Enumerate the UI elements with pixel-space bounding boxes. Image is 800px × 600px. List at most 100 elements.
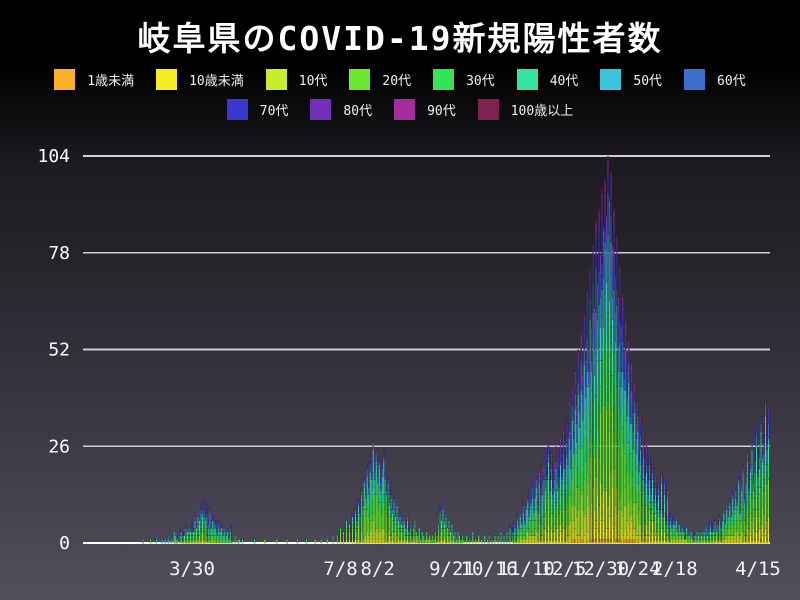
bar	[384, 472, 386, 544]
bar	[720, 524, 722, 544]
bar	[365, 490, 367, 544]
legend-item[interactable]: 90代	[394, 99, 456, 120]
bar	[675, 516, 678, 544]
bar	[650, 479, 652, 544]
bar	[645, 442, 648, 544]
bar	[188, 527, 190, 544]
bar	[415, 531, 418, 544]
bar	[715, 527, 718, 544]
bar	[733, 505, 736, 544]
bar	[342, 531, 345, 544]
bar	[630, 364, 633, 544]
bar	[751, 438, 753, 544]
bar	[204, 509, 207, 544]
legend-item[interactable]: 40代	[516, 69, 578, 90]
legend-item[interactable]: 10代	[265, 69, 327, 90]
bar	[414, 520, 416, 544]
bar	[225, 535, 227, 544]
bar	[173, 531, 176, 544]
bar	[570, 431, 572, 544]
bar	[320, 539, 323, 544]
legend-swatch	[684, 69, 706, 90]
bar	[471, 531, 474, 544]
bar	[534, 486, 536, 544]
bar	[396, 501, 398, 544]
bar	[550, 453, 553, 544]
bar	[440, 516, 443, 544]
bar	[657, 483, 660, 544]
bar	[142, 539, 144, 544]
bar	[694, 535, 697, 544]
legend-item[interactable]: 30代	[433, 69, 495, 90]
bar	[427, 539, 430, 544]
bar	[571, 386, 574, 544]
y-tick-label: 0	[59, 533, 70, 554]
bar	[217, 520, 220, 544]
bar	[179, 527, 181, 544]
y-tick-label: 52	[48, 340, 70, 361]
bar	[730, 513, 733, 544]
bar	[712, 524, 715, 544]
bar	[213, 524, 216, 544]
bar	[451, 524, 453, 544]
legend-item[interactable]: 10歳未満	[156, 69, 244, 90]
bar	[402, 516, 404, 544]
bar	[519, 509, 522, 544]
bar	[448, 520, 450, 544]
bar	[207, 516, 210, 544]
bar	[422, 535, 425, 544]
bar	[583, 312, 585, 544]
bar	[607, 155, 609, 544]
bar	[538, 460, 541, 544]
bar	[766, 434, 768, 544]
bar	[182, 531, 184, 544]
bar	[515, 527, 517, 544]
bar	[598, 207, 600, 544]
bar	[368, 483, 370, 544]
bar	[506, 531, 508, 544]
bar	[523, 513, 526, 544]
legend-item[interactable]: 20代	[349, 69, 411, 90]
bar	[679, 531, 682, 544]
bar	[599, 252, 602, 544]
legend-item[interactable]: 60代	[684, 69, 746, 90]
bar	[577, 349, 580, 544]
legend-label: 20代	[382, 74, 412, 89]
bar	[626, 371, 629, 544]
bar	[531, 479, 533, 544]
bar	[210, 520, 213, 544]
bar	[425, 531, 428, 544]
bar	[758, 446, 761, 544]
bar	[681, 524, 684, 544]
legend-item[interactable]: 100歳以上	[477, 99, 573, 120]
bar	[604, 178, 606, 544]
bar	[234, 535, 236, 544]
bar	[155, 535, 158, 544]
bar	[417, 535, 419, 544]
bar	[573, 416, 575, 544]
bar	[186, 527, 189, 544]
bar	[671, 520, 673, 544]
legend-item[interactable]: 80代	[310, 99, 372, 120]
legend-item[interactable]: 50代	[600, 69, 662, 90]
bar	[666, 483, 669, 544]
bar	[699, 531, 701, 544]
legend-item[interactable]: 1歳未満	[54, 69, 134, 90]
bar	[587, 345, 590, 544]
bar	[351, 513, 354, 544]
bar	[688, 535, 691, 544]
legend-swatch	[310, 99, 332, 120]
legend-item[interactable]: 70代	[226, 99, 288, 120]
bar	[480, 539, 483, 544]
legend-swatch	[516, 69, 538, 90]
bar	[264, 539, 266, 544]
bar	[201, 513, 204, 544]
bar	[457, 531, 459, 544]
bar	[222, 535, 225, 544]
bar	[580, 330, 583, 544]
legend-row-1: 1歳未満 10歳未満 10代 20代 30代 40代 50代 60代	[0, 69, 800, 90]
bar	[449, 531, 452, 544]
bar	[522, 498, 525, 544]
bar	[513, 520, 516, 544]
